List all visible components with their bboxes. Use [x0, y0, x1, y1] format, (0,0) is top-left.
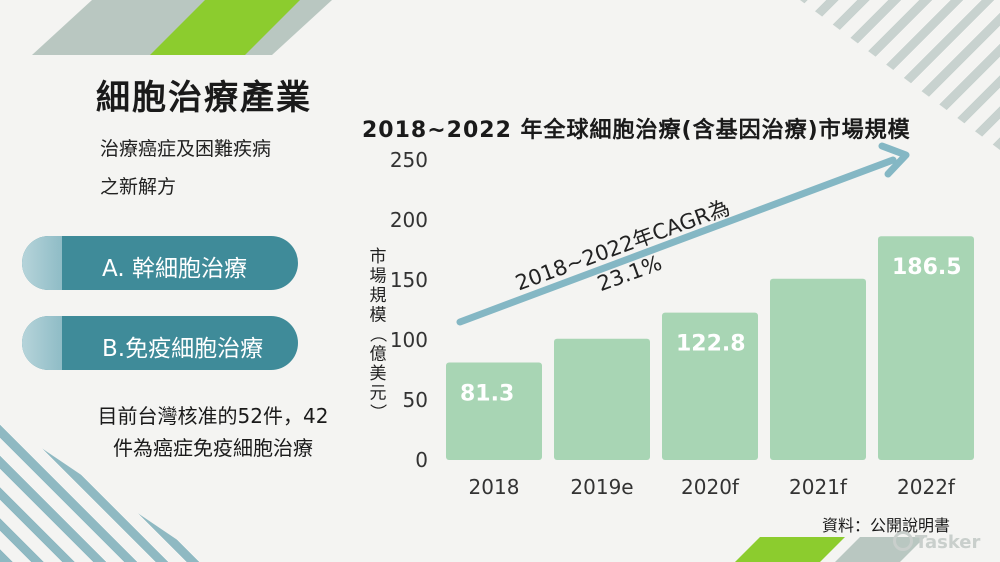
- y-tick-label: 100: [390, 328, 428, 352]
- bar-2019e: [554, 338, 650, 460]
- y-axis-label-char: 場: [370, 267, 387, 287]
- bar-2022f: [878, 236, 974, 460]
- y-axis-label-char: ）: [367, 404, 387, 421]
- y-tick-label: 200: [390, 208, 428, 232]
- y-tick-label: 150: [390, 268, 428, 292]
- y-axis-label-char: （: [367, 326, 387, 343]
- pill-label: B.免疫細胞治療: [102, 336, 264, 362]
- x-tick-label: 2019e: [570, 475, 633, 499]
- bar-data-label: 186.5: [892, 255, 962, 280]
- subtitle-line-2: 之新解方: [100, 176, 177, 198]
- bar-2021f: [770, 278, 866, 460]
- cagr-arrow-head: [878, 142, 910, 178]
- y-axis-label-char: 規: [370, 286, 387, 306]
- x-tick-label: 2020f: [681, 475, 740, 499]
- y-axis-label-char: 市: [370, 247, 387, 267]
- logo-text: Tasker: [915, 532, 981, 553]
- page-title: 細胞治療產業: [96, 78, 312, 118]
- x-tick-label: 2022f: [897, 475, 956, 499]
- x-tick-label: 2021f: [789, 475, 848, 499]
- pill-immune-cell-therapy: B.免疫細胞治療: [22, 316, 298, 370]
- tasker-logo: Tasker: [893, 531, 980, 553]
- bar-data-label: 81.3: [460, 381, 514, 406]
- y-tick-label: 0: [415, 448, 428, 472]
- y-axis-label-char: 模: [370, 306, 387, 326]
- y-tick-label: 250: [390, 148, 428, 172]
- pill-cap: [22, 236, 62, 290]
- logo-icon: [893, 531, 913, 551]
- pill-cap: [22, 316, 62, 370]
- chart-title: 2018~2022 年全球細胞治療(含基因治療)市場規模: [362, 118, 911, 143]
- pill-label: A. 幹細胞治療: [102, 256, 247, 282]
- y-tick-label: 50: [403, 388, 428, 412]
- bar-2018: [446, 362, 542, 460]
- cagr-arrow-line: [456, 156, 897, 326]
- y-axis-label-char: 元: [370, 384, 387, 404]
- bar-data-label: 122.8: [676, 332, 746, 357]
- source-note: 資料：公開說明書: [822, 516, 951, 535]
- x-tick-label: 2018: [469, 475, 520, 499]
- y-axis-label-char: 美: [370, 364, 387, 384]
- y-axis-label-char: 億: [370, 345, 387, 365]
- approval-note: 目前台灣核准的52件，42 件為癌症免疫細胞治療: [68, 400, 358, 464]
- approval-note-line-1: 目前台灣核准的52件，42: [97, 404, 329, 428]
- approval-note-line-2: 件為癌症免疫細胞治療: [113, 436, 313, 460]
- subtitle-line-1: 治療癌症及困難疾病: [100, 138, 272, 160]
- subtitle: 治療癌症及困難疾病 之新解方: [100, 130, 271, 206]
- pill-stem-cell-therapy: A. 幹細胞治療: [22, 236, 298, 290]
- bar-2020f: [662, 312, 758, 460]
